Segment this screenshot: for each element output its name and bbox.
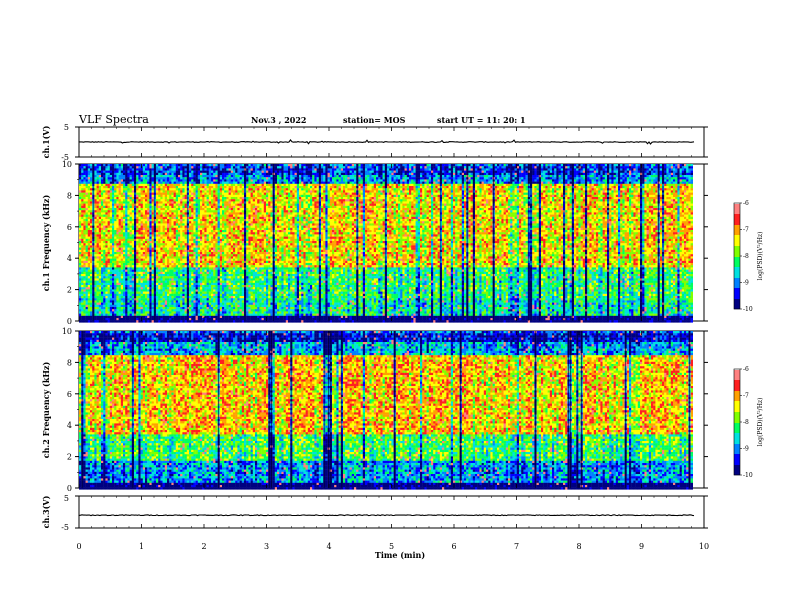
ch1-ytick-top: 5 — [64, 123, 69, 132]
time-axis-tick-label: 4 — [326, 542, 331, 551]
colorbar-tick-label: -8 — [743, 253, 749, 260]
waveform-line — [79, 515, 694, 516]
time-axis-tick-label: 8 — [576, 542, 581, 551]
colorbar-tick-label: -8 — [743, 419, 749, 426]
spectrogram-ytick-label: 2 — [67, 286, 72, 295]
spectrogram-ytick-label: 0 — [67, 317, 72, 326]
colorbar-label: log(PSD)(V²/Hz) — [757, 232, 764, 281]
spectrogram-ytick-label: 10 — [62, 160, 72, 169]
spectrogram-ytick-label: 4 — [67, 254, 72, 263]
start-time-label: start UT = 11: 20: 1 — [437, 115, 526, 125]
spectrogram-ytick-label: 10 — [62, 327, 72, 336]
time-axis-tick-label: 2 — [201, 542, 206, 551]
time-axis-tick-label: 1 — [139, 542, 144, 551]
ch2-spectrogram-panel: 0 2 4 6 8 10 ch.2 Frequency (kHz) -6 -7 -8 -9 -10… — [41, 327, 764, 493]
spectrogram-ytick-label: 6 — [67, 390, 72, 399]
station-label: station= MOS — [343, 115, 406, 125]
colorbar-tick-label: -10 — [743, 306, 753, 313]
ch2-colorbar: -6 -7 -8 -9 -10 log(PSD)(V²/Hz) — [734, 366, 764, 479]
colorbar-label: log(PSD)(V²/Hz) — [757, 398, 764, 447]
spectrogram-ytick-label: 2 — [67, 453, 72, 462]
colorbar-tick-label: -6 — [743, 366, 749, 373]
spectrogram-ytick-label: 8 — [67, 191, 72, 200]
time-axis-tick-label: 3 — [264, 542, 269, 551]
ch1-spectrogram-panel: 0 2 4 6 8 10 ch.1 Frequency (kHz) -6 -7 -8 -9 -10… — [41, 160, 764, 326]
time-axis-tick-label: 7 — [514, 542, 519, 551]
ch2-spectrogram-ylabel: ch.2 Frequency (kHz) — [41, 362, 51, 459]
time-axis-tick-label: 6 — [451, 542, 456, 551]
time-axis-tick-label: 9 — [639, 542, 644, 551]
time-axis-label: Time (min) — [375, 550, 425, 560]
figure-title: VLF Spectra — [78, 113, 149, 126]
ch1-spectrogram-ylabel: ch.1 Frequency (kHz) — [41, 195, 51, 292]
spectrogram-ytick-label: 4 — [67, 421, 72, 430]
ch1-colorbar: -6 -7 -8 -9 -10 log(PSD)(V²/Hz) — [734, 200, 764, 313]
ch3-waveform-frame — [79, 496, 704, 528]
ch3-ytick-top: 5 — [64, 494, 69, 503]
ch3-waveform-ylabel: ch.3(V) — [41, 495, 51, 528]
ch1-spectrogram-image — [79, 164, 704, 323]
vlf-spectra-figure: VLF Spectra Nov.3 , 2022 station= MOS st… — [0, 0, 792, 612]
ch3-waveform-panel: 5 -5 ch.3(V) — [41, 494, 708, 532]
colorbar-tick-label: -7 — [743, 227, 749, 234]
colorbar-tick-label: -9 — [743, 280, 749, 287]
ch3-ytick-bottom: -5 — [61, 523, 69, 532]
date-label: Nov.3 , 2022 — [251, 115, 306, 125]
colorbar-tick-label: -6 — [743, 200, 749, 207]
ch1-waveform-panel: 5 -5 ch.1(V) — [41, 123, 708, 162]
colorbar-tick-label: -7 — [743, 393, 749, 400]
spectrogram-ytick-label: 0 — [67, 484, 72, 493]
ch2-spectrogram-image — [79, 331, 704, 490]
colorbar-tick-label: -10 — [743, 472, 753, 479]
time-axis-tick-label: 10 — [699, 542, 709, 551]
ch1-waveform-ylabel: ch.1(V) — [41, 125, 51, 158]
time-axis-tick-label: 0 — [76, 542, 81, 551]
spectrogram-ytick-label: 6 — [67, 223, 72, 232]
spectrogram-ytick-label: 8 — [67, 358, 72, 367]
colorbar-tick-label: -9 — [743, 446, 749, 453]
